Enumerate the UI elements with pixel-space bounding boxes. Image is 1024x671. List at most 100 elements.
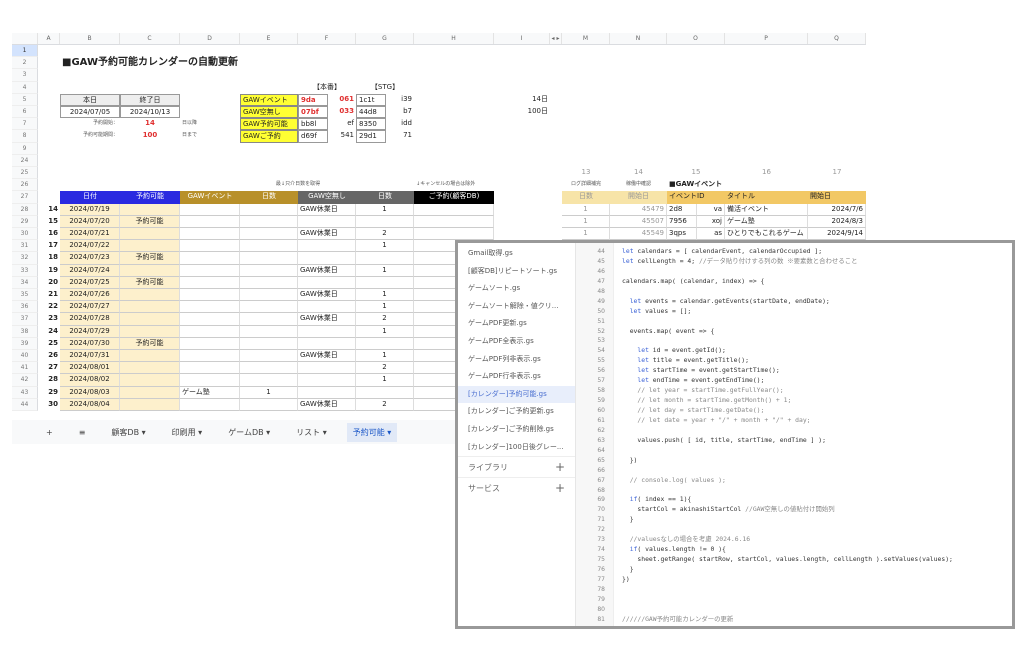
event-cell[interactable]: [180, 313, 240, 326]
event-days-cell[interactable]: [240, 276, 298, 289]
rr-start[interactable]: 2024/9/14: [808, 228, 866, 241]
row-header[interactable]: 40: [12, 350, 38, 363]
prod-id-end[interactable]: ef: [347, 119, 354, 128]
event-cell[interactable]: [180, 289, 240, 302]
row-header[interactable]: 7: [12, 118, 38, 131]
period-label[interactable]: 予約可能期間：: [82, 132, 118, 139]
file-item[interactable]: ゲームPDF行非表示.gs: [468, 372, 541, 381]
row-header[interactable]: 3: [12, 69, 38, 82]
env-prod-label[interactable]: 【本番】: [313, 82, 341, 91]
row-index[interactable]: 24: [48, 326, 58, 335]
date-cell[interactable]: 2024/07/21: [60, 228, 120, 241]
code-line[interactable]: }: [622, 515, 634, 524]
available-cell[interactable]: [120, 386, 180, 399]
code-line[interactable]: sheet.getRange( startRow, startCol, valu…: [622, 555, 953, 564]
column-header-G[interactable]: G: [356, 33, 414, 44]
date-cell[interactable]: 2024/07/27: [60, 301, 120, 314]
stg-id-end[interactable]: i39: [401, 94, 412, 103]
code-line[interactable]: let events = calendar.getEvents(startDat…: [629, 296, 830, 305]
available-cell[interactable]: [120, 398, 180, 411]
column-header-E[interactable]: E: [240, 33, 298, 44]
row-index[interactable]: 14: [48, 204, 58, 213]
column-header-Q[interactable]: Q: [808, 33, 866, 44]
stg-id-start[interactable]: 29d1: [356, 130, 386, 143]
column-number[interactable]: 17: [832, 168, 842, 176]
occupied-cell[interactable]: GAW休業日: [298, 313, 356, 326]
sheet-title[interactable]: ■GAW予約可能カレンダーの自動更新: [62, 57, 238, 69]
available-cell[interactable]: [120, 374, 180, 387]
date-cell[interactable]: 2024/07/29: [60, 325, 120, 338]
date-cell[interactable]: 2024/08/02: [60, 374, 120, 387]
rr-event-id-end[interactable]: va: [697, 203, 725, 216]
column-number[interactable]: 15: [691, 168, 701, 176]
occupied-cell[interactable]: GAW休業日: [298, 398, 356, 411]
rr-days[interactable]: 1: [562, 203, 610, 216]
date-cell[interactable]: 2024/08/01: [60, 362, 120, 375]
table-header[interactable]: 日数: [356, 191, 414, 204]
row-header[interactable]: 35: [12, 289, 38, 302]
date-cell[interactable]: 2024/07/23: [60, 252, 120, 265]
code-line[interactable]: // let year = startTime.getFullYear();: [637, 386, 784, 395]
occupied-days-cell[interactable]: [356, 337, 414, 350]
column-number[interactable]: 16: [762, 168, 771, 176]
stg-id-end[interactable]: b7: [403, 107, 412, 115]
stg-id-start[interactable]: 1c1t: [356, 93, 386, 106]
right-val[interactable]: 14日: [532, 94, 548, 103]
code-line[interactable]: [622, 426, 1012, 436]
add-icon[interactable]: +: [554, 460, 565, 475]
occupied-cell[interactable]: GAW休業日: [298, 228, 356, 241]
code-line[interactable]: // let date = year + "/" + month + "/" +…: [637, 415, 811, 424]
code-line[interactable]: [622, 486, 1012, 496]
available-cell[interactable]: [120, 362, 180, 375]
occupied-days-cell[interactable]: 1: [356, 240, 414, 253]
event-cell[interactable]: [180, 215, 240, 228]
rr-event-id[interactable]: 7956: [667, 215, 697, 228]
available-cell[interactable]: [120, 264, 180, 277]
code-line[interactable]: [622, 336, 1012, 346]
sheet-tab[interactable]: 印刷用 ▾: [171, 427, 203, 437]
row-index[interactable]: 29: [48, 387, 58, 396]
rr-event-id[interactable]: 3qps: [667, 228, 697, 241]
code-line[interactable]: values.push( [ id, title, startTime, end…: [622, 435, 826, 444]
occupied-days-cell[interactable]: 2: [356, 398, 414, 411]
row-index[interactable]: 20: [48, 277, 58, 286]
event-days-cell[interactable]: [240, 264, 298, 277]
rr-serial[interactable]: 45507: [610, 215, 667, 228]
prod-id-start[interactable]: d69f: [298, 130, 328, 143]
row-header[interactable]: 44: [12, 398, 38, 411]
occupied-days-cell[interactable]: [356, 215, 414, 228]
period-unit[interactable]: 日まで: [182, 132, 198, 139]
event-days-cell[interactable]: [240, 228, 298, 241]
add-icon[interactable]: +: [554, 481, 565, 496]
event-cell[interactable]: [180, 276, 240, 289]
file-item[interactable]: ゲームソート解除・値クリ...: [468, 301, 559, 310]
row-header[interactable]: 8: [12, 130, 38, 143]
event-days-cell[interactable]: [240, 301, 298, 314]
right-table-header[interactable]: 開始日: [610, 191, 667, 204]
code-line[interactable]: let calendars = [ calendarEvent, calenda…: [622, 247, 823, 255]
file-item[interactable]: ゲームPDF列非表示.gs: [468, 354, 541, 363]
prod-id-end[interactable]: 061: [339, 94, 354, 103]
rr-title[interactable]: ゲーム塾: [725, 215, 808, 228]
start-label[interactable]: 予約開始：: [92, 120, 118, 127]
rr-start[interactable]: 2024/7/6: [808, 203, 866, 216]
occupied-cell[interactable]: GAW休業日: [298, 264, 356, 277]
row-index[interactable]: 28: [48, 375, 58, 384]
event-days-cell[interactable]: [240, 240, 298, 253]
date-cell[interactable]: 2024/07/28: [60, 313, 120, 326]
occupied-days-cell[interactable]: 1: [356, 289, 414, 302]
rr-event-id-end[interactable]: as: [697, 228, 725, 241]
column-header-F[interactable]: F: [298, 33, 356, 44]
occupied-cell[interactable]: GAW休業日: [298, 203, 356, 216]
event-cell[interactable]: [180, 301, 240, 314]
occupied-cell[interactable]: [298, 374, 356, 387]
sidebar-section[interactable]: ライブラリ +: [458, 456, 575, 477]
all-sheets-menu-button[interactable]: ≡: [78, 427, 86, 437]
table-header[interactable]: GAWイベント: [180, 191, 240, 204]
code-line[interactable]: [622, 466, 1012, 476]
available-cell[interactable]: 予約可能: [120, 252, 180, 265]
code-line[interactable]: // let day = startTime.getDate();: [637, 406, 765, 414]
row-header[interactable]: 1: [12, 45, 38, 58]
column-header-O[interactable]: O: [667, 33, 725, 44]
start-unit[interactable]: 日以降: [182, 120, 198, 127]
